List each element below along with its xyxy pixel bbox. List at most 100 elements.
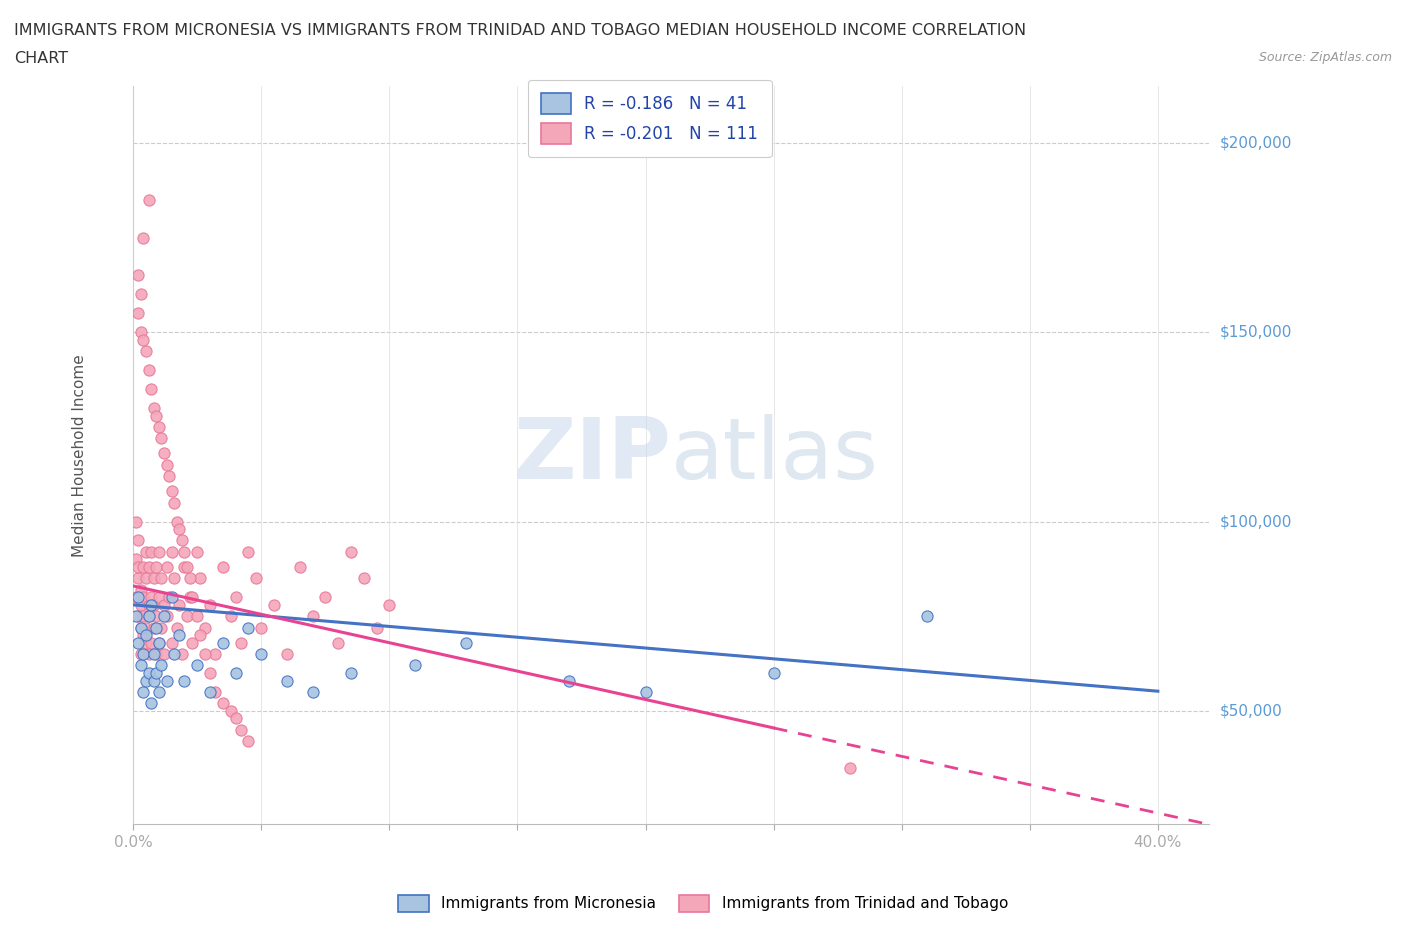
Point — [186, 544, 208, 559]
Point — [179, 590, 201, 604]
Point — [142, 620, 165, 635]
Point — [212, 560, 235, 575]
Point — [173, 673, 195, 688]
Point — [132, 684, 155, 699]
Point — [157, 590, 180, 604]
Point — [169, 522, 191, 537]
Point — [245, 571, 267, 586]
Point — [141, 597, 163, 612]
Point — [141, 696, 163, 711]
Text: $150,000: $150,000 — [1220, 325, 1292, 339]
Point — [179, 571, 201, 586]
Point — [150, 658, 173, 673]
Point — [229, 723, 252, 737]
Point — [173, 560, 195, 575]
Point — [188, 628, 211, 643]
Point — [142, 571, 165, 586]
Point — [314, 590, 336, 604]
Legend: Immigrants from Micronesia, Immigrants from Trinidad and Tobago: Immigrants from Micronesia, Immigrants f… — [392, 889, 1014, 918]
Point — [212, 696, 235, 711]
Point — [127, 560, 149, 575]
Point — [198, 684, 221, 699]
Point — [142, 597, 165, 612]
Point — [163, 571, 186, 586]
Point — [135, 544, 157, 559]
Point — [148, 419, 170, 434]
Point — [157, 469, 180, 484]
Point — [138, 363, 160, 378]
Text: Source: ZipAtlas.com: Source: ZipAtlas.com — [1258, 51, 1392, 64]
Point — [176, 609, 198, 624]
Point — [148, 684, 170, 699]
Point — [145, 609, 167, 624]
Point — [170, 533, 193, 548]
Point — [186, 609, 208, 624]
Point — [169, 597, 191, 612]
Point — [127, 268, 149, 283]
Point — [141, 544, 163, 559]
Point — [132, 332, 155, 347]
Point — [142, 646, 165, 661]
Point — [378, 597, 401, 612]
Point — [176, 560, 198, 575]
Point — [125, 609, 148, 624]
Point — [145, 620, 167, 635]
Point — [163, 646, 186, 661]
Point — [238, 620, 260, 635]
Point — [150, 571, 173, 586]
Point — [301, 684, 323, 699]
Point — [138, 193, 160, 207]
Point — [153, 646, 176, 661]
Text: CHART: CHART — [14, 51, 67, 66]
Point — [127, 635, 149, 650]
Point — [127, 306, 149, 321]
Point — [145, 646, 167, 661]
Point — [129, 325, 152, 339]
Point — [125, 552, 148, 567]
Point — [129, 620, 152, 635]
Point — [132, 646, 155, 661]
Point — [138, 609, 160, 624]
Point — [148, 635, 170, 650]
Point — [138, 666, 160, 681]
Point — [127, 590, 149, 604]
Point — [148, 635, 170, 650]
Point — [188, 571, 211, 586]
Point — [762, 666, 785, 681]
Text: $100,000: $100,000 — [1220, 514, 1292, 529]
Point — [155, 673, 177, 688]
Point — [225, 666, 247, 681]
Point — [160, 544, 183, 559]
Point — [173, 544, 195, 559]
Point — [366, 620, 388, 635]
Point — [194, 646, 217, 661]
Point — [132, 230, 155, 245]
Point — [127, 533, 149, 548]
Point — [138, 609, 160, 624]
Point — [250, 620, 273, 635]
Point — [163, 495, 186, 510]
Point — [212, 635, 235, 650]
Point — [135, 620, 157, 635]
Point — [142, 673, 165, 688]
Point — [132, 590, 155, 604]
Point — [229, 635, 252, 650]
Point — [353, 571, 375, 586]
Point — [160, 635, 183, 650]
Point — [153, 597, 176, 612]
Text: $200,000: $200,000 — [1220, 136, 1292, 151]
Point — [153, 609, 176, 624]
Point — [132, 560, 155, 575]
Point — [155, 458, 177, 472]
Point — [148, 544, 170, 559]
Point — [166, 620, 188, 635]
Point — [225, 711, 247, 726]
Point — [340, 544, 363, 559]
Point — [129, 287, 152, 302]
Point — [138, 597, 160, 612]
Point — [125, 514, 148, 529]
Point — [129, 597, 152, 612]
Point — [169, 628, 191, 643]
Point — [917, 609, 939, 624]
Point — [238, 734, 260, 749]
